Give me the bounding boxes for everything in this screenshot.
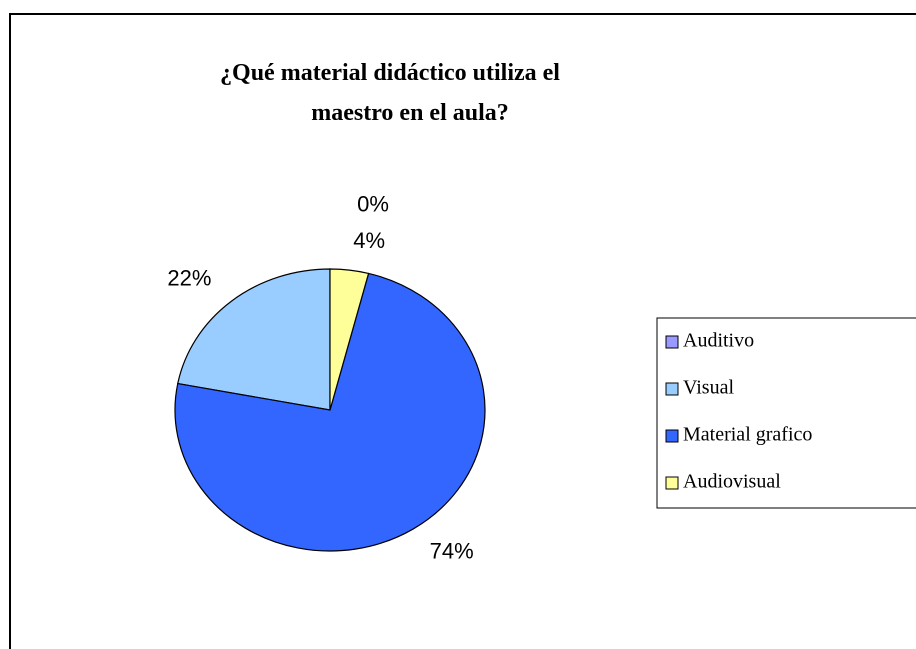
legend-swatch	[665, 335, 679, 349]
chart-title: ¿Qué material didáctico utiliza el	[220, 60, 560, 86]
legend-swatch	[665, 429, 679, 443]
data-label: 0%	[357, 191, 389, 216]
legend-swatch	[665, 382, 679, 396]
legend-label: Visual	[683, 377, 734, 399]
legend-label: Auditivo	[683, 330, 754, 352]
legend-label: Audiovisual	[683, 471, 781, 493]
chart-frame	[9, 13, 916, 649]
legend-label: Material grafico	[683, 424, 812, 446]
data-label: 74%	[430, 539, 474, 564]
legend-swatch	[665, 476, 679, 490]
chart-title: maestro en el aula?	[311, 100, 509, 126]
pie-slice	[329, 268, 370, 411]
legend-box	[656, 317, 916, 509]
data-label: 22%	[167, 265, 211, 290]
data-label: 4%	[353, 228, 385, 253]
pie-slice	[174, 272, 486, 552]
pie-slice	[177, 268, 331, 411]
